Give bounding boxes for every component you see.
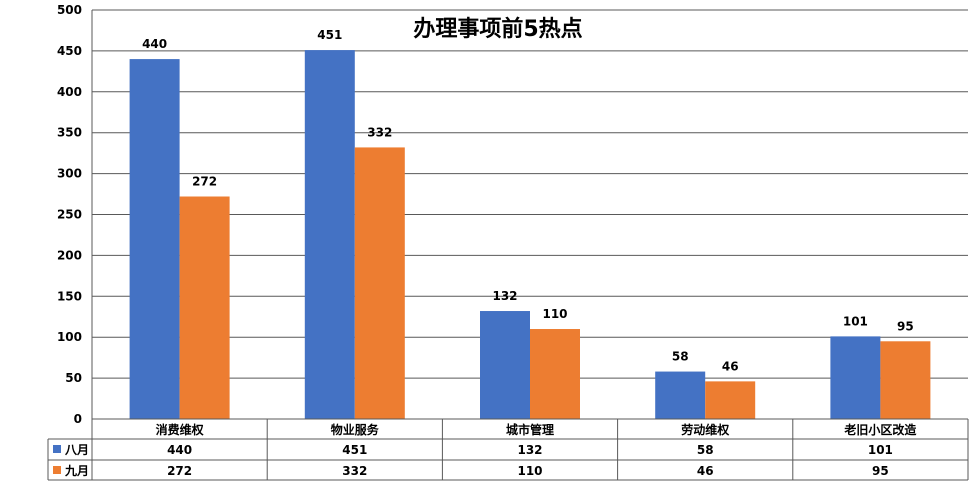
bar-九月-劳动维权	[705, 381, 756, 419]
table-cell-九月-消费维权: 272	[167, 464, 192, 478]
bar-九月-城市管理	[530, 329, 580, 419]
y-tick-label-200: 200	[57, 248, 82, 262]
bar-八月-劳动维权	[655, 371, 706, 419]
y-axis: 0 50 100 150 200 250 300 350 400 450 500	[57, 3, 93, 426]
bars	[129, 50, 931, 420]
data-label-九月-消费维权: 272	[192, 175, 217, 189]
data-label-九月-城市管理: 110	[542, 307, 567, 321]
bar-九月-老旧小区改造	[880, 341, 931, 419]
y-tick-label-350: 350	[57, 126, 82, 140]
bar-九月-物业服务	[354, 147, 405, 419]
y-tick-label-500: 500	[57, 3, 82, 17]
y-tick-label-450: 450	[57, 44, 82, 58]
bar-八月-消费维权	[129, 59, 180, 420]
data-label-九月-物业服务: 332	[367, 125, 392, 139]
table-cell-九月-老旧小区改造: 95	[872, 464, 889, 478]
table-cell-九月-物业服务: 332	[342, 464, 367, 478]
category-label-老旧小区改造: 老旧小区改造	[844, 422, 917, 437]
data-labels: 440 272 451 332 132 110 58 46 101 95	[142, 28, 914, 373]
bar-八月-物业服务	[304, 50, 355, 419]
y-tick-label-100: 100	[57, 330, 82, 344]
legend-key-九月	[53, 466, 61, 474]
y-tick-label-50: 50	[65, 371, 82, 385]
category-label-劳动维权: 劳动维权	[681, 422, 730, 437]
table-cell-八月-城市管理: 132	[517, 443, 542, 457]
category-label-物业服务: 物业服务	[331, 422, 380, 437]
category-label-城市管理: 城市管理	[506, 422, 554, 437]
table-cell-八月-物业服务: 451	[342, 443, 367, 457]
legend-name-九月: 九月	[64, 463, 89, 478]
bar-八月-城市管理	[480, 311, 530, 419]
legend-key-八月	[53, 445, 61, 453]
legend-name-八月: 八月	[64, 443, 89, 457]
table-cell-八月-消费维权: 440	[167, 443, 192, 457]
data-label-八月-城市管理: 132	[492, 289, 517, 303]
table-cell-八月-劳动维权: 58	[697, 443, 714, 457]
y-tick-label-400: 400	[57, 85, 82, 99]
bar-九月-消费维权	[179, 196, 230, 419]
y-tick-label-250: 250	[57, 208, 82, 222]
category-label-消费维权: 消费维权	[156, 422, 205, 437]
table-cell-八月-老旧小区改造: 101	[868, 443, 893, 457]
y-tick-label-150: 150	[57, 289, 82, 303]
table-cell-九月-城市管理: 110	[517, 464, 542, 478]
data-label-八月-劳动维权: 58	[672, 350, 689, 364]
data-label-九月-劳动维权: 46	[722, 359, 739, 373]
table-cell-九月-劳动维权: 46	[697, 464, 714, 478]
data-label-八月-消费维权: 440	[142, 37, 167, 51]
data-label-九月-老旧小区改造: 95	[897, 319, 914, 333]
y-tick-label-0: 0	[74, 412, 82, 426]
data-label-八月-物业服务: 451	[317, 28, 342, 42]
data-label-八月-老旧小区改造: 101	[843, 314, 868, 328]
y-tick-label-300: 300	[57, 167, 82, 181]
gridlines	[92, 9, 968, 420]
chart-title: 办理事项前5热点	[413, 16, 582, 42]
bar-八月-老旧小区改造	[830, 336, 881, 419]
